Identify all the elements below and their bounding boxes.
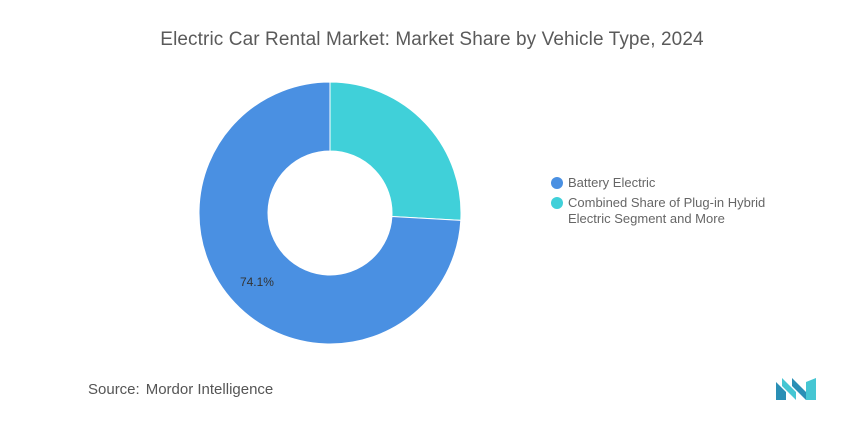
- donut-slice-0[interactable]: [198, 81, 462, 345]
- donut-slices: [198, 81, 462, 345]
- legend-label-plug-in-hybrid: Combined Share of Plug-in Hybrid Electri…: [568, 195, 766, 226]
- source-note: Source: Mordor Intelligence: [88, 381, 273, 398]
- legend-item-plug-in-hybrid[interactable]: Combined Share of Plug-in Hybrid Electri…: [551, 195, 811, 227]
- donut-data-label-0: 74.1%: [240, 275, 274, 289]
- source-prefix: Source:: [88, 381, 140, 398]
- legend-swatch-battery-electric: [551, 177, 563, 189]
- legend-item-battery-electric[interactable]: Battery Electric: [551, 175, 811, 191]
- donut-labels: 74.1%: [240, 275, 274, 289]
- legend-label-battery-electric: Battery Electric: [568, 175, 656, 190]
- mordor-intelligence-logo-icon: [776, 378, 816, 400]
- chart-legend: Battery Electric Combined Share of Plug-…: [551, 175, 811, 231]
- legend-swatch-plug-in-hybrid: [551, 197, 563, 209]
- logo-shape-mid: [782, 378, 796, 400]
- logo-shape-right-a: [792, 378, 806, 400]
- logo-shape-left: [776, 382, 786, 400]
- chart-title: Electric Car Rental Market: Market Share…: [160, 29, 704, 50]
- source-name: Mordor Intelligence: [145, 381, 274, 398]
- logo-shape-right-b: [806, 378, 816, 400]
- donut-slice-1[interactable]: [329, 81, 462, 221]
